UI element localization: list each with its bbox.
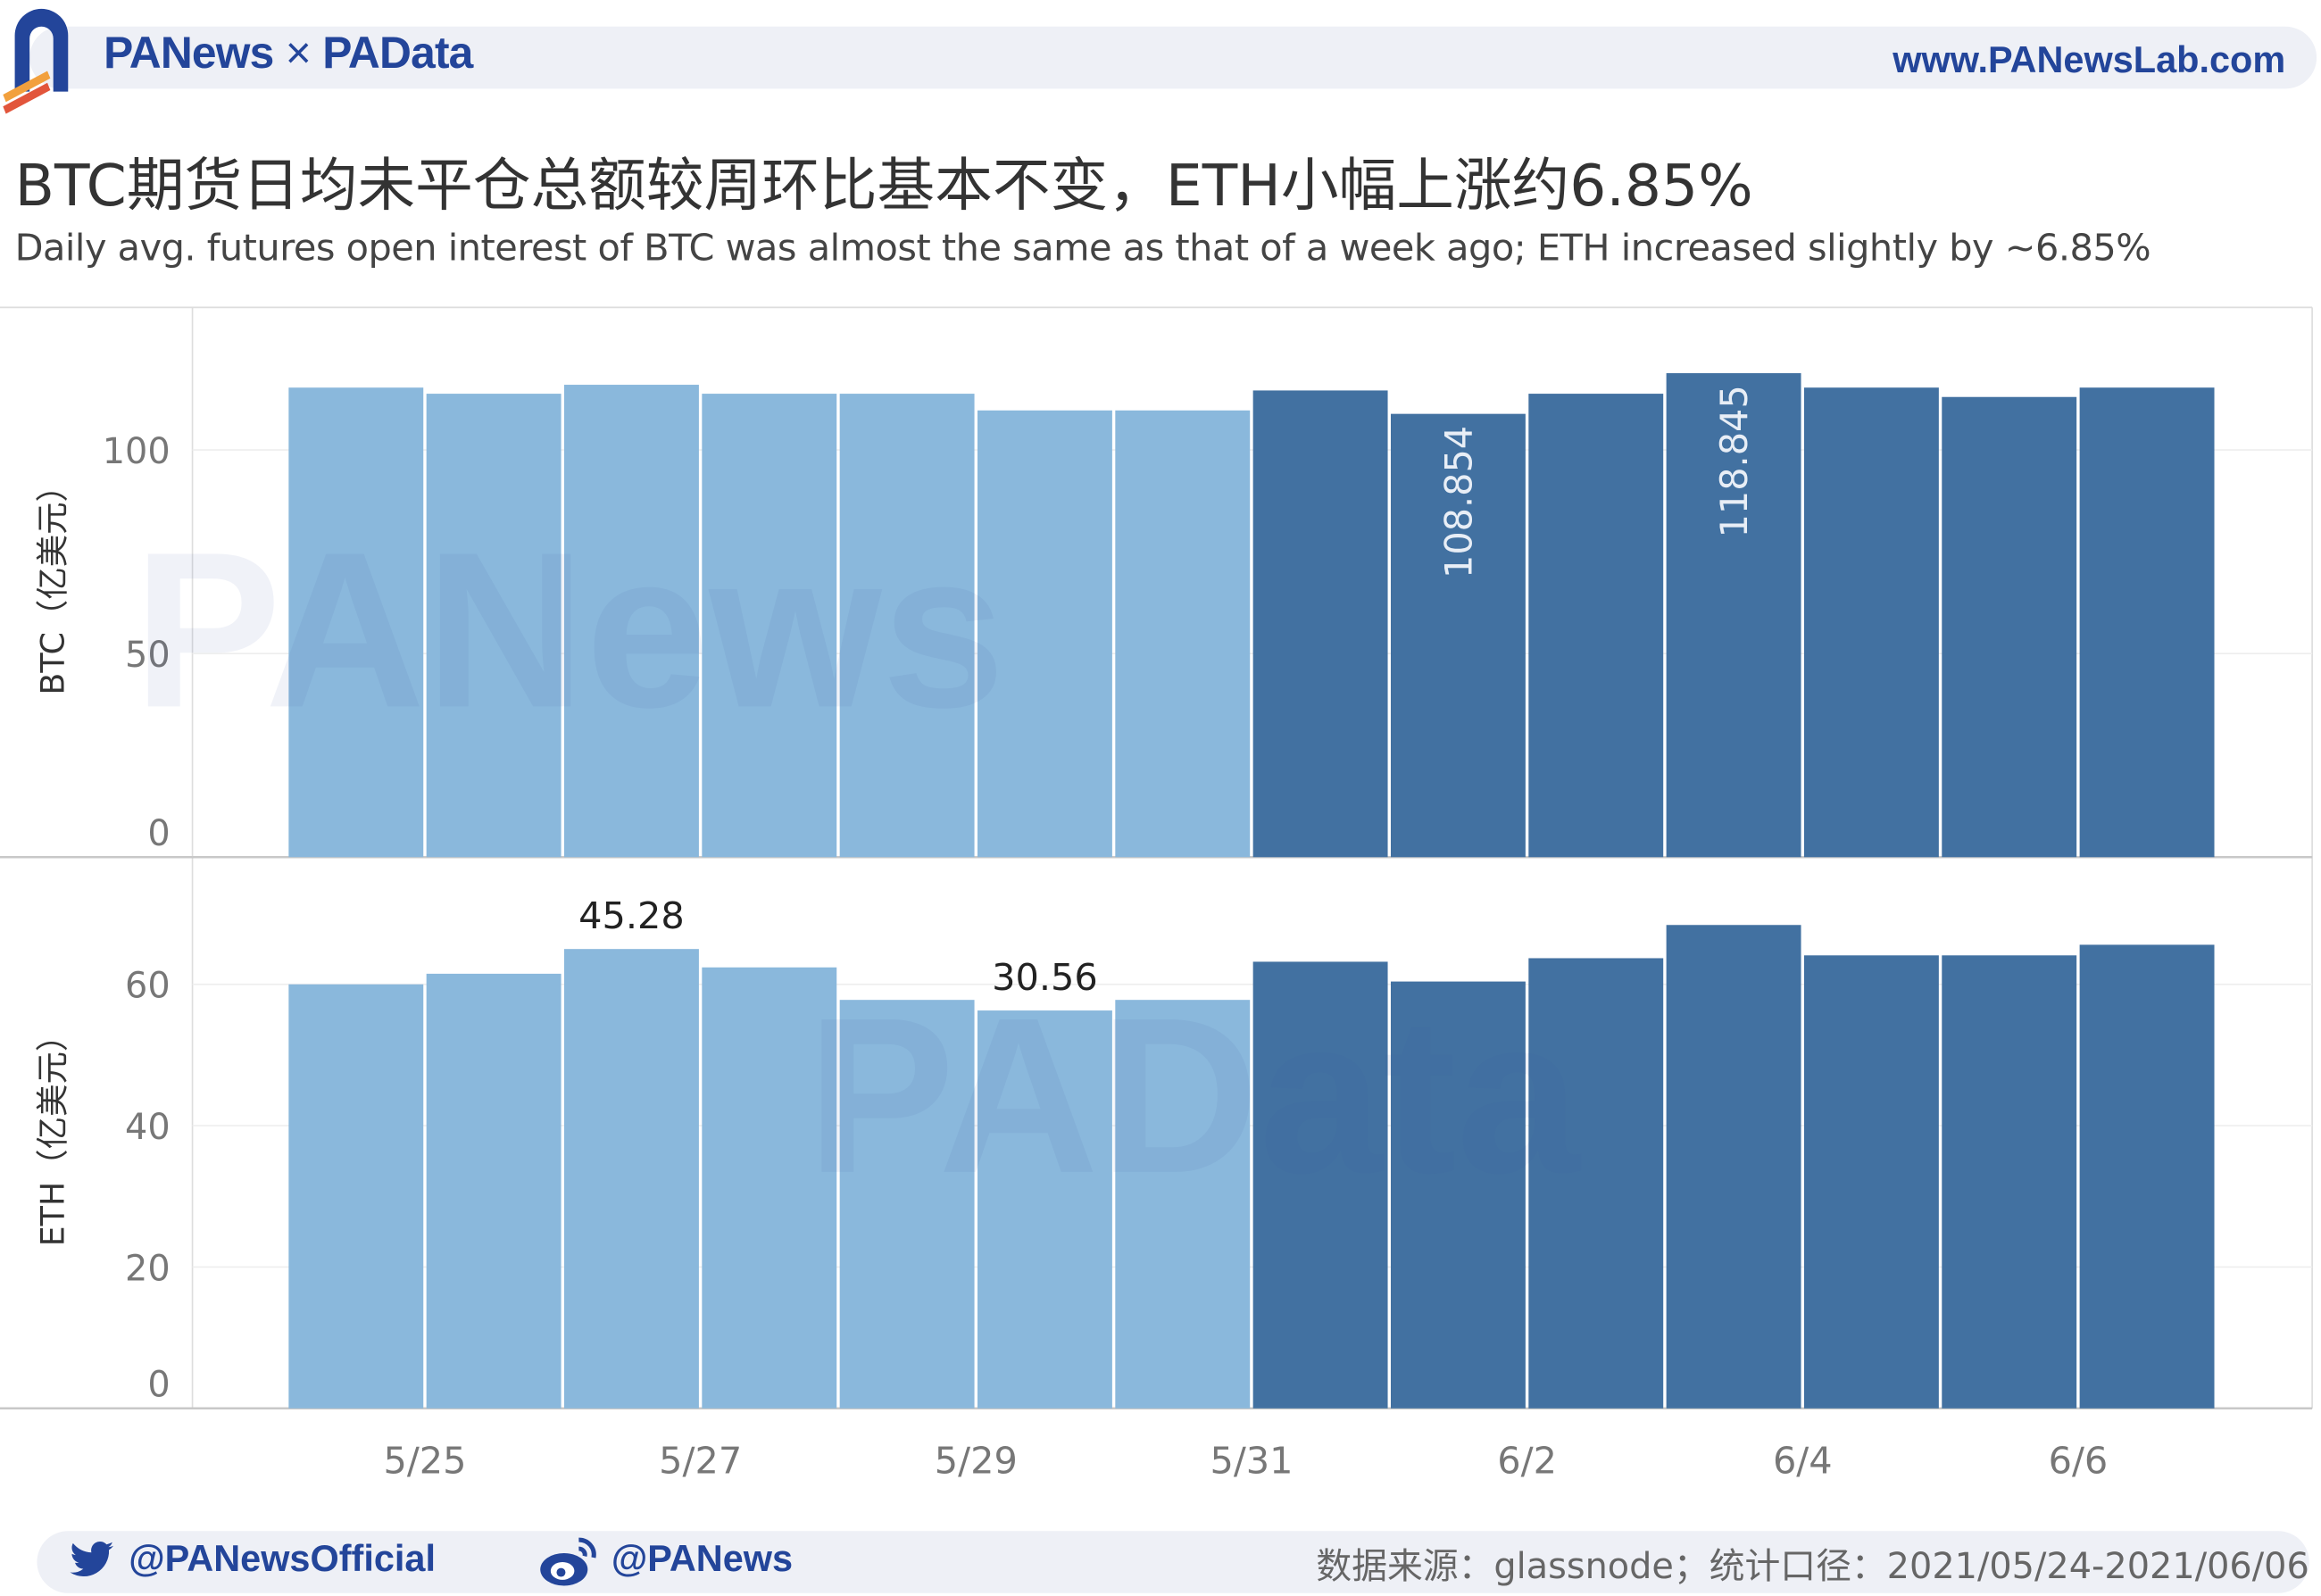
bar-5/30 (1115, 410, 1251, 858)
x-tick-label: 6/6 (2049, 1440, 2109, 1483)
bar-6/4 (1803, 387, 1939, 858)
brand-title: PANews × PAData (104, 29, 473, 79)
chart-title: BTC期货日均未平仓总额较周环比基本不变，ETH小幅上涨约6.85% (14, 154, 1753, 220)
data-label: 108.854 (1437, 426, 1480, 578)
y-tick-label: 0 (147, 813, 170, 854)
footer-bar (37, 1531, 2309, 1593)
twitter-icon (70, 1541, 114, 1577)
bar-5/29 (977, 410, 1112, 858)
weibo-handle[interactable]: @PANews (611, 1538, 794, 1580)
brand-padata: PAData (322, 29, 473, 79)
bar-5/25 (426, 394, 562, 858)
bar-5/24 (288, 387, 424, 858)
bar-5/26 (564, 385, 699, 858)
bar-5/28 (839, 1000, 975, 1409)
bar-5/31 (1252, 390, 1388, 858)
x-tick-label: 5/29 (935, 1440, 1018, 1483)
bar-5/29 (977, 1010, 1112, 1409)
bar-5/27 (702, 967, 837, 1409)
bar-6/4 (1803, 955, 1939, 1409)
x-tick-label: 6/2 (1497, 1440, 1557, 1483)
bar-charts: 0 50 100 BTC（亿美元） 108.854 118.845 0 20 40 60 ETH（亿… (0, 306, 2313, 1483)
x-tick-label: 5/27 (659, 1440, 742, 1483)
bar-6/1 (1390, 981, 1526, 1409)
bar-6/1 (1390, 413, 1526, 858)
y-tick-label: 50 (125, 635, 171, 676)
data-source: 数据来源：glassnode；统计口径：2021/05/24-2021/06/0… (1316, 1545, 2309, 1588)
y-tick-label: 20 (125, 1248, 171, 1289)
bar-6/5 (1942, 955, 2077, 1409)
brand-separator: × (285, 29, 312, 79)
data-label: 118.845 (1713, 385, 1756, 537)
brand-panews: PANews (104, 29, 274, 79)
bar-5/24 (288, 984, 424, 1409)
y-tick-label: 60 (125, 966, 171, 1007)
bar-6/2 (1528, 394, 1664, 858)
y-tick-label: 0 (147, 1365, 170, 1406)
twitter-handle[interactable]: @PANewsOfficial (129, 1538, 437, 1580)
bar-5/27 (702, 394, 837, 858)
bar-5/25 (426, 973, 562, 1409)
bar-6/3 (1666, 373, 1801, 858)
bar-5/28 (839, 394, 975, 858)
y-tick-label: 100 (103, 431, 171, 472)
y-axis-label: BTC（亿美元） (33, 470, 71, 695)
y-axis-label: ETH（亿美元） (33, 1019, 71, 1247)
chart-subtitle: Daily avg. futures open interest of BTC … (14, 226, 2151, 270)
bar-5/30 (1115, 1000, 1251, 1409)
header-bar (29, 26, 2317, 89)
bar-6/6 (2079, 387, 2215, 858)
bar-5/31 (1252, 961, 1388, 1409)
x-tick-label: 5/25 (383, 1440, 466, 1483)
x-tick-label: 6/4 (1773, 1440, 1833, 1483)
bar-5/26 (564, 949, 699, 1409)
site-url[interactable]: www.PANewsLab.com (1893, 39, 2286, 82)
bar-6/3 (1666, 925, 1801, 1409)
y-tick-label: 40 (125, 1107, 171, 1148)
panews-logo-icon (3, 8, 69, 114)
data-label: 30.56 (992, 956, 1098, 999)
weibo-icon (540, 1537, 596, 1586)
x-tick-label: 5/31 (1210, 1440, 1293, 1483)
data-label: 45.28 (578, 894, 685, 937)
bar-6/5 (1942, 396, 2077, 858)
bar-6/2 (1528, 958, 1664, 1409)
bar-6/6 (2079, 944, 2215, 1409)
